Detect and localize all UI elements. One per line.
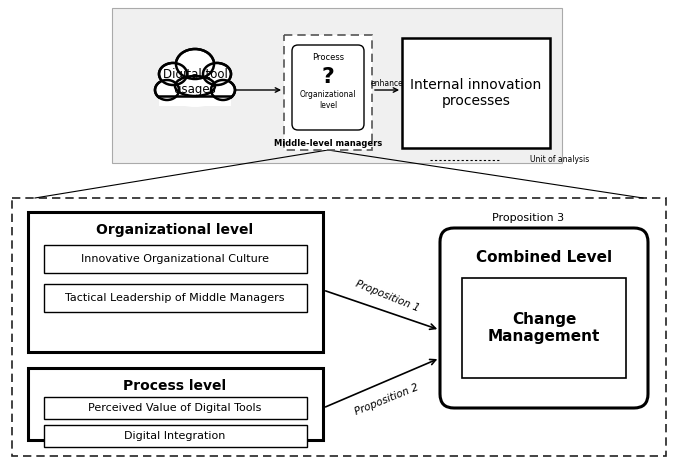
Text: Internal innovation
processes: Internal innovation processes [410,78,542,108]
Text: Proposition 1: Proposition 1 [354,279,420,313]
Ellipse shape [211,80,235,100]
Text: Change
Management: Change Management [487,312,600,344]
Ellipse shape [203,63,231,85]
Text: Combined Level: Combined Level [476,251,612,266]
Bar [462,278,626,378]
Text: enhance: enhance [371,80,403,89]
FancyBboxPatch shape [292,45,364,130]
Ellipse shape [176,49,214,79]
Text: Organizational level: Organizational level [96,223,254,237]
Ellipse shape [175,76,215,96]
Text: Proposition 3: Proposition 3 [492,213,564,223]
Bar [402,38,550,148]
Bar [44,425,307,447]
FancyBboxPatch shape [440,228,648,408]
Bar [44,284,307,312]
Bar [44,245,307,273]
Ellipse shape [155,80,179,100]
Text: Perceived Value of Digital Tools: Perceived Value of Digital Tools [88,403,262,413]
Bar [112,8,562,163]
Text: Middle-level managers: Middle-level managers [274,139,382,148]
Text: Unit of analysis: Unit of analysis [530,155,589,164]
Bar [159,90,231,106]
Bar [284,35,372,150]
Ellipse shape [159,63,187,85]
Ellipse shape [159,57,231,107]
Ellipse shape [161,58,229,102]
Text: Digital tool
usages: Digital tool usages [163,68,227,96]
Text: Innovative Organizational Culture: Innovative Organizational Culture [81,254,269,264]
Bar [28,368,323,440]
Bar [28,212,323,352]
Text: Digital Integration: Digital Integration [124,431,226,441]
Text: ?: ? [321,67,334,87]
Text: Process level: Process level [123,379,226,393]
Text: Organizational
level: Organizational level [300,90,356,110]
Bar [44,397,307,419]
Bar [12,198,666,456]
Text: Tactical Leadership of Middle Managers: Tactical Leadership of Middle Managers [65,293,285,303]
Text: Proposition 2: Proposition 2 [354,382,420,417]
Text: Process: Process [312,54,344,63]
